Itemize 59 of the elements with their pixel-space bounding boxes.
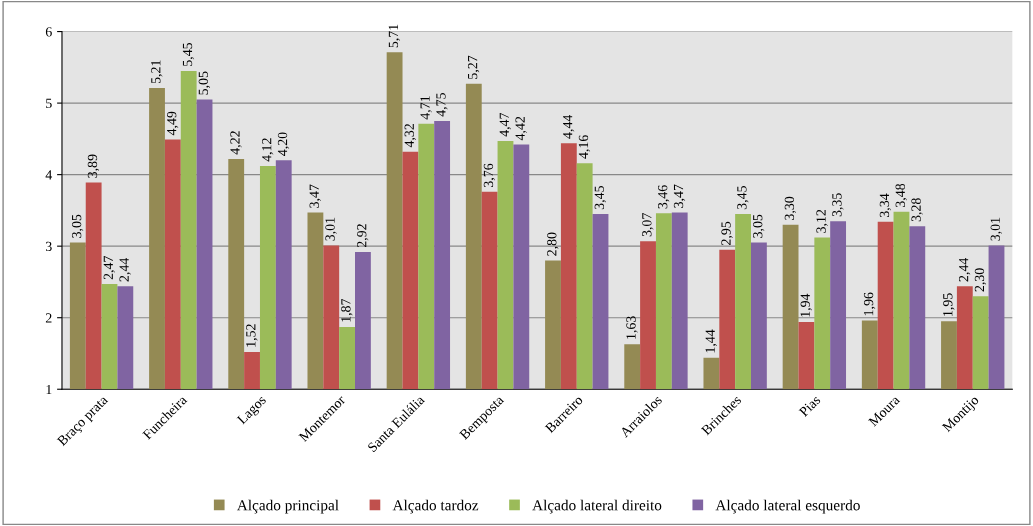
data-label: 4,49: [167, 111, 179, 136]
data-label: 4,32: [404, 124, 416, 148]
legend-label: Alçado principal: [236, 499, 339, 514]
data-label: 5,45: [182, 42, 195, 66]
y-tick-label: 3: [45, 241, 52, 252]
data-label: 3,01: [325, 217, 337, 241]
data-label: 2,92: [357, 224, 369, 248]
data-label: 4,75: [436, 93, 448, 117]
data-label: 3,35: [832, 193, 844, 217]
data-label: 2,95: [721, 221, 733, 245]
data-label: 4,47: [499, 112, 511, 137]
data-label: 2,47: [103, 256, 115, 280]
data-label: 3,05: [71, 214, 84, 238]
y-tick-label: 4: [45, 170, 53, 180]
data-label: 5,05: [198, 71, 211, 95]
data-label: 5,71: [388, 24, 401, 48]
data-label: 4,16: [578, 135, 591, 159]
data-label: 3,45: [594, 186, 606, 210]
data-label: 2,30: [974, 268, 987, 292]
data-label: 1,96: [863, 292, 876, 316]
data-label: 3,89: [87, 154, 100, 178]
data-label: 3,07: [642, 213, 654, 237]
legend-label: Alçado tardoz: [392, 499, 479, 514]
data-label: 3,47: [673, 184, 686, 208]
data-label: 3,01: [990, 217, 1002, 241]
y-tick-label: 5: [46, 98, 52, 109]
y-tick-label: 2: [45, 313, 52, 323]
data-label: 3,34: [879, 193, 892, 218]
data-label: 2,44: [119, 257, 131, 282]
data-label: 4,22: [230, 131, 242, 155]
data-label: 2,44: [958, 257, 971, 282]
y-tick-label: 6: [45, 27, 52, 37]
data-label: 4,71: [420, 96, 432, 120]
legend-label: Alçado lateral direito: [532, 499, 662, 514]
data-label: 4,42: [515, 116, 527, 141]
data-label: 1,95: [943, 293, 955, 316]
data-label: 3,30: [784, 196, 797, 220]
data-label: 3,48: [895, 183, 907, 207]
data-label: 5,27: [467, 55, 480, 79]
data-label: 1,63: [626, 316, 638, 339]
data-label: 1,94: [800, 293, 812, 317]
data-label: 3,28: [911, 198, 923, 222]
x-tick-label: Pias: [798, 394, 821, 418]
data-label: 1,87: [341, 298, 353, 322]
data-label: 3,05: [753, 214, 765, 238]
data-label: 3,47: [309, 184, 321, 208]
legend-label: Alçado lateral esquerdo: [715, 499, 860, 514]
data-label: 4,20: [277, 132, 290, 156]
data-label: 2,80: [547, 232, 559, 256]
data-label: 3,12: [816, 209, 828, 233]
data-label: 5,21: [151, 60, 163, 84]
data-label: 4,44: [563, 114, 575, 139]
data-label: 3,46: [658, 185, 670, 209]
data-label: 3,76: [483, 163, 496, 187]
data-label: 1,52: [246, 324, 258, 347]
data-label: 4,12: [262, 138, 274, 162]
data-label: 1,44: [705, 329, 717, 353]
y-tick-label: 1: [46, 384, 52, 395]
data-label: 3,45: [737, 186, 749, 210]
